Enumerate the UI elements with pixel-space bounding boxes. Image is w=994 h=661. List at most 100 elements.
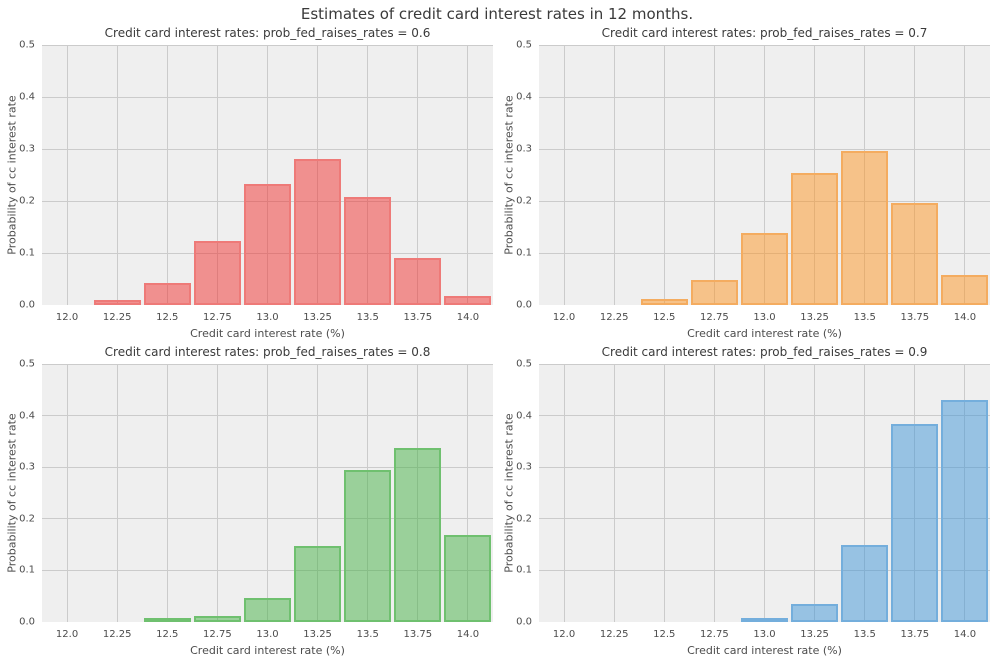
y-tick-label: 0.0 xyxy=(516,299,532,311)
y-tick-label: 0.2 xyxy=(516,195,532,207)
y-gridline xyxy=(42,96,493,98)
y-gridline xyxy=(42,518,493,520)
x-gridline xyxy=(467,364,469,622)
x-gridline xyxy=(66,45,68,305)
y-gridline xyxy=(42,415,493,417)
x-axis-label: Credit card interest rate (%) xyxy=(687,644,842,657)
x-tick-label: 13.0 xyxy=(256,629,279,640)
y-gridline xyxy=(539,569,990,571)
x-gridline xyxy=(713,364,715,622)
histogram-bar xyxy=(193,616,241,622)
histogram-bar xyxy=(394,257,442,305)
y-gridline xyxy=(539,96,990,98)
y-tick-label: 0.5 xyxy=(19,358,35,370)
x-gridline xyxy=(563,364,565,622)
y-axis-label: Probability of cc interest rate xyxy=(502,413,516,573)
y-tick-label: 0.1 xyxy=(516,564,532,576)
x-tick-label: 13.0 xyxy=(753,629,776,640)
histogram-bar xyxy=(344,196,392,305)
x-gridline xyxy=(864,364,866,622)
histogram-bar xyxy=(93,299,141,305)
y-axis-label: Probability of cc interest rate xyxy=(5,413,19,573)
x-tick-label: 12.25 xyxy=(102,629,132,640)
histogram-bar xyxy=(444,296,492,305)
subplot-prob-0-8: Credit card interest rates: prob_fed_rai… xyxy=(6,345,493,657)
x-tick-label: 13.5 xyxy=(356,312,379,323)
subplot-prob-0-6: Credit card interest rates: prob_fed_rai… xyxy=(6,26,493,340)
x-gridline xyxy=(764,45,765,305)
x-tick-label: 13.5 xyxy=(356,629,379,640)
plot-area xyxy=(42,45,493,305)
y-gridline xyxy=(539,415,990,417)
subplot-title: Credit card interest rates: prob_fed_rai… xyxy=(601,345,928,359)
y-tick-label: 0.4 xyxy=(516,410,532,422)
x-tick-label: 14.0 xyxy=(456,312,480,323)
histogram-bar xyxy=(394,448,442,622)
figure-title: Estimates of credit card interest rates … xyxy=(300,5,694,23)
x-tick-label: 12.75 xyxy=(700,312,729,323)
histogram-bar xyxy=(193,241,241,305)
x-tick-label: 12.0 xyxy=(552,629,576,640)
y-tick-label: 0.5 xyxy=(516,358,532,370)
x-gridline xyxy=(467,45,469,305)
x-tick-label: 12.75 xyxy=(203,312,232,323)
y-gridline xyxy=(42,45,493,46)
histogram-bar xyxy=(791,604,839,622)
histogram-bar xyxy=(740,617,789,622)
x-axis-label: Credit card interest rate (%) xyxy=(687,327,842,340)
histogram-bar xyxy=(143,618,191,622)
y-gridline xyxy=(539,518,990,520)
plot-area xyxy=(42,364,493,622)
x-tick-label: 12.25 xyxy=(599,312,629,323)
x-gridline xyxy=(116,364,118,622)
y-tick-label: 0.4 xyxy=(19,410,35,422)
x-tick-label: 12.25 xyxy=(599,629,629,640)
x-tick-label: 14.0 xyxy=(953,629,977,640)
x-tick-label: 12.0 xyxy=(552,312,576,323)
x-gridline xyxy=(613,364,615,622)
x-axis-label: Credit card interest rate (%) xyxy=(190,644,345,657)
y-tick-label: 0.2 xyxy=(19,513,35,525)
x-gridline xyxy=(267,45,268,305)
x-tick-label: 14.0 xyxy=(953,312,977,323)
histogram-bar xyxy=(294,545,342,622)
y-tick-label: 0.2 xyxy=(516,513,532,525)
x-tick-label: 12.5 xyxy=(653,312,676,323)
x-gridline xyxy=(267,364,268,622)
plot-area xyxy=(539,45,990,305)
x-gridline xyxy=(613,45,615,305)
subplot-prob-0-9: Credit card interest rates: prob_fed_rai… xyxy=(503,345,990,657)
histogram-bar xyxy=(941,274,989,305)
y-tick-label: 0.1 xyxy=(19,564,35,576)
histogram-bar xyxy=(243,184,292,305)
y-gridline xyxy=(539,466,990,468)
x-tick-label: 12.0 xyxy=(55,312,79,323)
x-gridline xyxy=(216,45,218,305)
x-tick-label: 12.5 xyxy=(156,312,179,323)
y-tick-label: 0.4 xyxy=(516,91,532,103)
x-gridline xyxy=(663,45,665,305)
x-gridline xyxy=(417,45,419,305)
histogram-bar xyxy=(143,283,191,305)
histogram-bar xyxy=(243,598,292,622)
x-tick-label: 14.0 xyxy=(456,629,480,640)
histogram-bar xyxy=(690,279,738,305)
y-tick-label: 0.3 xyxy=(19,461,35,473)
histogram-bar xyxy=(891,202,939,305)
y-tick-label: 0.1 xyxy=(19,247,35,259)
y-gridline xyxy=(42,364,493,365)
y-gridline xyxy=(539,148,990,150)
plot-area xyxy=(539,364,990,622)
y-axis-label: Probability of cc interest rate xyxy=(5,95,19,255)
histogram-bar xyxy=(891,423,939,622)
y-axis-label: Probability of cc interest rate xyxy=(502,95,516,255)
y-gridline xyxy=(539,364,990,365)
y-tick-label: 0.5 xyxy=(516,39,532,51)
subplot-title: Credit card interest rates: prob_fed_rai… xyxy=(104,345,431,359)
histogram-bar xyxy=(640,298,688,305)
y-tick-label: 0.0 xyxy=(19,616,35,628)
y-gridline xyxy=(42,148,493,150)
x-gridline xyxy=(116,45,118,305)
x-tick-label: 12.75 xyxy=(203,629,232,640)
